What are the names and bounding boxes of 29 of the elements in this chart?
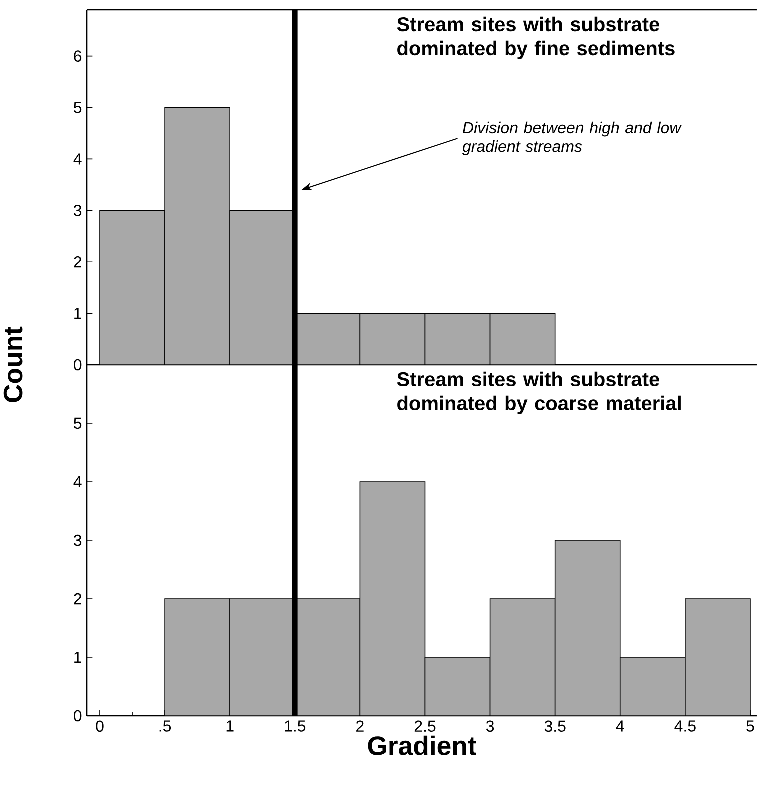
- x-tick-label: .5: [160, 720, 172, 732]
- y-tick-label: 2: [74, 593, 82, 605]
- text: Stream sites with substrate dominated by fine sediments: [397, 16, 675, 60]
- x-tick-label: 5: [746, 720, 754, 732]
- x-axis-title: Gradient: [368, 736, 476, 756]
- y-axis-title: Count: [4, 326, 23, 402]
- x-tick-label: 1.5: [285, 720, 306, 732]
- y-tick-label: 1: [74, 308, 82, 320]
- x-tick-label: 3.5: [544, 720, 566, 732]
- y-tick-label: 6: [74, 50, 82, 62]
- x-tick-label: 4.5: [674, 720, 696, 732]
- y-tick-label: 0: [74, 359, 82, 371]
- y-tick-label: 3: [74, 534, 82, 546]
- x-tick-label: 0: [96, 720, 104, 732]
- y-tick-label: 0: [74, 710, 82, 722]
- y-tick-label: 5: [74, 418, 82, 430]
- y-tick-label: 3: [74, 204, 82, 216]
- y-tick-label: 1: [74, 652, 82, 664]
- x-tick-label: 2: [356, 720, 364, 732]
- y-tick-label: 5: [74, 102, 82, 114]
- x-tick-label: 4: [616, 720, 624, 732]
- x-tick-label: 2.5: [414, 720, 436, 732]
- y-tick-label: 4: [74, 154, 82, 165]
- y-tick-label: 2: [74, 256, 82, 268]
- x-tick-label: 1: [226, 720, 234, 732]
- x-tick-label: 3: [486, 720, 494, 732]
- y-tick-label: 4: [74, 476, 82, 488]
- text: Stream sites with substrate dominated by coarse material: [397, 372, 681, 415]
- annotation: Division between high and low gradient streams: [462, 122, 682, 156]
